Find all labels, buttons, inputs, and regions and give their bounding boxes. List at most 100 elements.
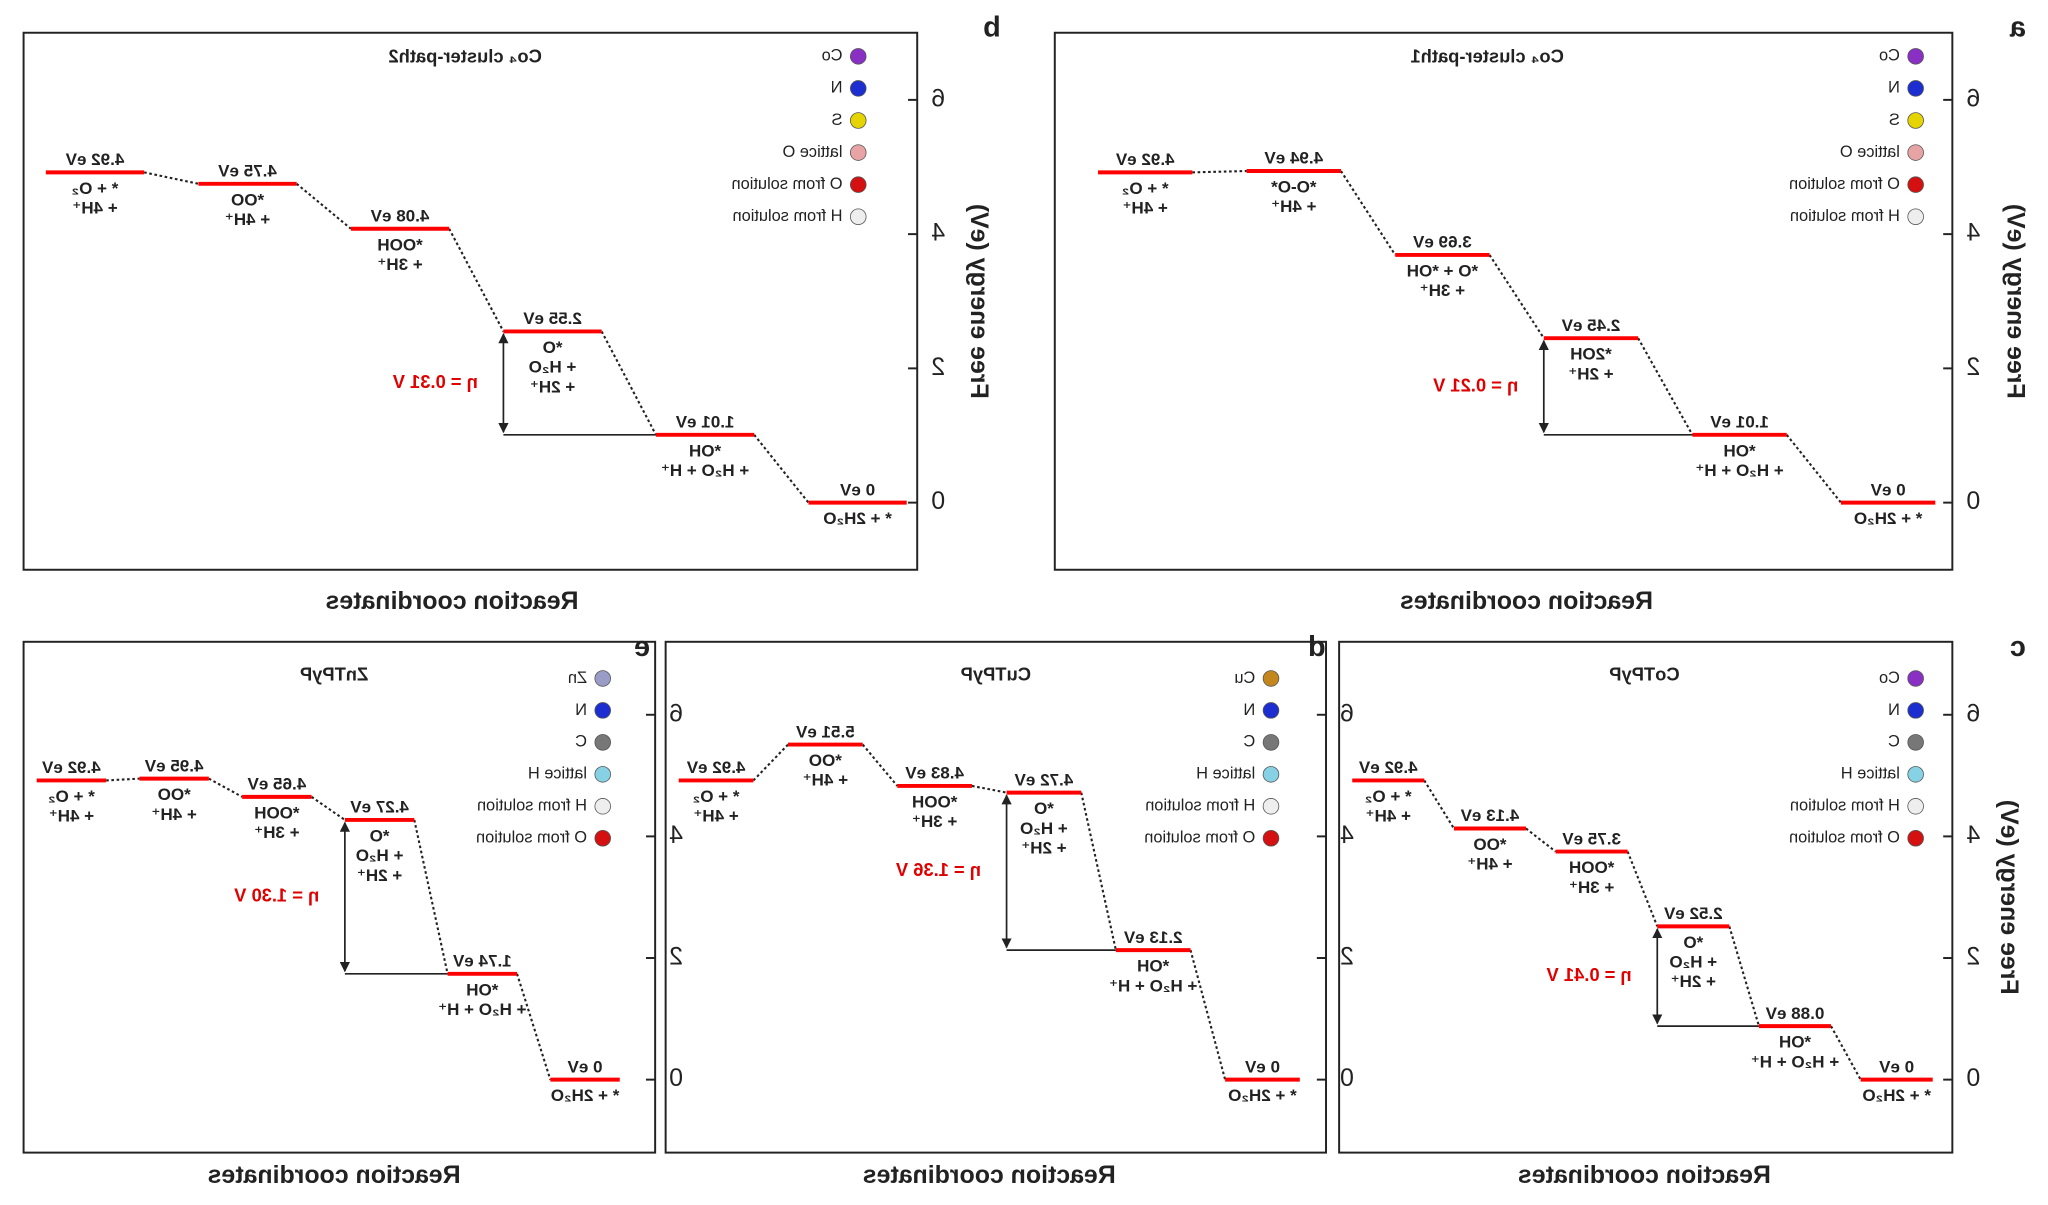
legend-label: C (1243, 733, 1255, 751)
state-label: * + O₂ (48, 787, 95, 806)
value-label: 0 eV (1879, 1057, 1915, 1076)
legend-marker (849, 176, 867, 193)
state-label: + 2H⁺ (357, 866, 402, 885)
value-label: 4.72 eV (1014, 770, 1073, 789)
state-label: + 4H⁺ (1366, 807, 1411, 826)
y-tick-label: 4 (1966, 219, 1980, 247)
legend-label: lattice H (1196, 765, 1255, 783)
legend-label: Co (1879, 47, 1900, 65)
state-label: + 4H⁺ (1122, 199, 1167, 218)
y-tick-label: 4 (1966, 821, 1980, 849)
connector (971, 784, 1007, 794)
y-tick-label: 6 (1340, 699, 1354, 727)
y-tick-label: 2 (931, 353, 945, 381)
value-label: 0 eV (1870, 480, 1906, 499)
state-label: + H₂O + H⁺ (1695, 461, 1783, 480)
y-tick-label: 6 (931, 84, 945, 112)
legend-label: O from solution (732, 175, 843, 193)
state-label: + H₂O (529, 358, 577, 377)
value-label: 0 eV (1244, 1057, 1280, 1076)
y-tick-label: 6 (1966, 84, 1980, 112)
legend-label: lattice H (528, 765, 587, 783)
value-label: 1.74 eV (452, 952, 511, 971)
state-label: * + O₂ (1122, 179, 1169, 198)
value-label: 4.95 eV (144, 756, 203, 775)
y-axis-label: Free energy (eV) (1995, 800, 2023, 995)
state-label: + 2H⁺ (1568, 364, 1613, 383)
legend-marker (1262, 766, 1280, 783)
panel-label: b (983, 11, 1001, 43)
state-label: + 4H⁺ (225, 210, 270, 229)
legend-marker (849, 144, 867, 161)
value-label: 2.45 eV (1561, 316, 1620, 335)
value-label: 0 eV (567, 1057, 603, 1076)
state-label: * + O₂ (72, 179, 119, 198)
legend-marker (594, 702, 611, 719)
connector (1340, 170, 1397, 256)
legend-marker (1907, 80, 1924, 97)
legend-marker (1262, 670, 1280, 687)
value-label: 4.92 eV (686, 758, 745, 777)
y-tick-label: 2 (1966, 353, 1980, 381)
value-label: 4.65 eV (247, 775, 306, 794)
state-label: *OOH (1569, 858, 1614, 877)
legend-label: Cu (1234, 669, 1255, 687)
legend-label: O from solution (1789, 829, 1900, 847)
state-label: + H₂O + H⁺ (1751, 1052, 1839, 1071)
connector (1626, 851, 1659, 927)
value-label: 2.52 eV (1663, 904, 1722, 923)
connector (295, 182, 352, 230)
state-label: *OOH (912, 792, 957, 811)
connector (1637, 337, 1694, 436)
panel-label: c (2010, 631, 2026, 663)
state-label: + 4H⁺ (151, 805, 196, 824)
legend-marker (594, 830, 611, 847)
legend-label: lattice O (1840, 143, 1900, 161)
state-label: *OH (1723, 441, 1755, 460)
y-tick-label: 0 (931, 487, 945, 515)
plot-frame (1338, 640, 1954, 1154)
legend-marker (594, 766, 611, 783)
connector (1423, 779, 1455, 830)
state-label: + 3H⁺ (912, 812, 957, 831)
state-label: * + O₂ (1365, 787, 1412, 806)
chart-title: Co₄ cluster-path2 (388, 45, 541, 66)
state-label: * + 2H₂O (1854, 509, 1923, 528)
legend-label: S (832, 111, 843, 129)
y-tick-label: 4 (931, 219, 945, 247)
chart-title: ZnTPyP (300, 664, 368, 685)
legend-marker (1907, 112, 1924, 129)
state-label: + H₂O + H⁺ (1109, 976, 1197, 995)
panel-label: d (1308, 631, 1326, 663)
plot-frame (22, 31, 919, 571)
legend-marker (849, 208, 867, 226)
legend-label: H from solution (1145, 797, 1255, 815)
state-label: + 3H⁺ (254, 823, 299, 842)
connector (516, 973, 552, 1080)
state-label: * + 2H₂O (551, 1086, 620, 1105)
state-label: + H₂O + H⁺ (438, 1000, 526, 1019)
y-tick-label: 0 (1340, 1064, 1354, 1092)
overpotential-label: η = 0.41 V (1546, 964, 1632, 985)
state-label: + 4H⁺ (1271, 197, 1316, 216)
state-label: *2OH (1570, 345, 1612, 364)
state-label: + 4H⁺ (803, 771, 848, 790)
state-label: + 2H⁺ (1021, 838, 1066, 857)
legend-marker (1907, 702, 1924, 719)
x-axis-label: Reaction coordinates (863, 1161, 1116, 1189)
connector (310, 796, 346, 821)
legend-label: H from solution (732, 207, 842, 225)
y-axis-label: Free energy (eV) (2001, 204, 2029, 399)
state-label: *O + *OH (1407, 261, 1478, 280)
x-axis-label: Reaction coordinates (326, 587, 579, 615)
chart-title: CoTPyP (1609, 664, 1679, 685)
legend-label: N (1243, 701, 1255, 719)
y-tick-label: 6 (1966, 699, 1980, 727)
legend-marker (1907, 798, 1924, 815)
y-tick-label: 4 (1340, 821, 1354, 849)
legend-marker (1907, 670, 1924, 687)
value-label: 2.55 eV (523, 309, 582, 328)
value-label: 4.92 eV (1358, 758, 1417, 777)
state-label: *OO (809, 751, 842, 770)
connector (1488, 254, 1545, 339)
